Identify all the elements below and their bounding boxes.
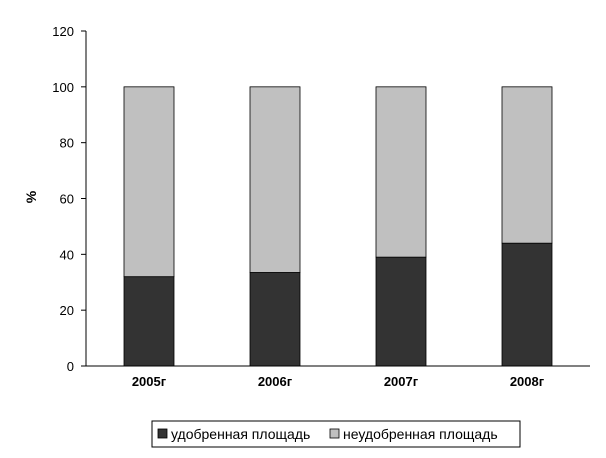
x-tick-label: 2008г bbox=[510, 374, 545, 389]
bar-segment-fertilized bbox=[123, 276, 175, 367]
bars-group bbox=[123, 86, 553, 367]
x-tick-label: 2005г bbox=[132, 374, 167, 389]
legend-swatch bbox=[157, 428, 168, 439]
y-tick-label: 0 bbox=[67, 359, 74, 374]
axes-group: 0 20 40 60 80 100 120 2005г 2006г 2007г 2008г bbox=[52, 24, 590, 389]
bar-segment-unfertilized bbox=[501, 86, 553, 244]
bar-segment-fertilized bbox=[375, 256, 427, 367]
legend-swatch bbox=[329, 428, 340, 439]
y-tick-label: 80 bbox=[60, 136, 74, 151]
legend: удобренная площадь неудобренная площадь bbox=[151, 420, 521, 448]
y-tick-label: 20 bbox=[60, 303, 74, 318]
y-tick-label: 60 bbox=[60, 192, 74, 207]
bar-segment-unfertilized bbox=[375, 86, 427, 258]
bar-segment-unfertilized bbox=[123, 86, 175, 278]
y-axis-label: % bbox=[23, 190, 39, 203]
legend-entry-label: удобренная площадь bbox=[171, 426, 310, 442]
legend-entry-label: неудобренная площадь bbox=[343, 426, 498, 442]
y-tick-label: 100 bbox=[52, 80, 74, 95]
bar-segment-unfertilized bbox=[249, 86, 301, 273]
x-tick-label: 2007г bbox=[384, 374, 419, 389]
y-tick-label: 120 bbox=[52, 24, 74, 39]
x-tick-label: 2006г bbox=[258, 374, 293, 389]
bar-segment-fertilized bbox=[249, 272, 301, 367]
bar-segment-fertilized bbox=[501, 242, 553, 367]
y-tick-label: 40 bbox=[60, 247, 74, 262]
